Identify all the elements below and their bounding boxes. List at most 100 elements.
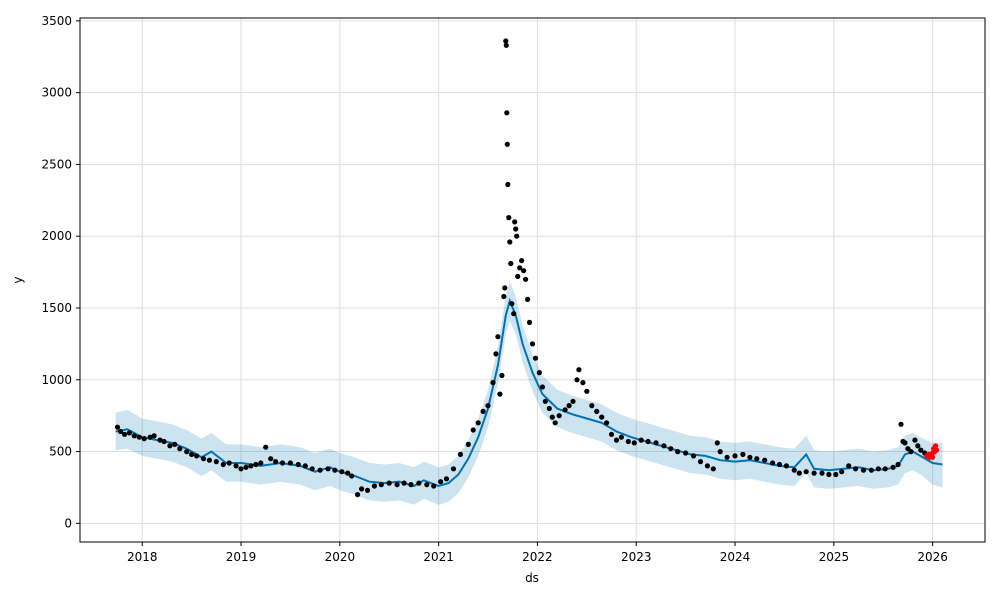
observed-point xyxy=(499,372,505,379)
recent-point xyxy=(930,454,936,460)
observed-point xyxy=(890,464,896,470)
observed-point xyxy=(258,460,264,466)
observed-point xyxy=(714,440,720,446)
observed-point xyxy=(833,471,839,478)
observed-point xyxy=(480,408,486,414)
observed-point xyxy=(507,239,513,245)
observed-point xyxy=(631,440,637,446)
observed-point xyxy=(645,438,651,445)
x-tick-label: 2023 xyxy=(621,550,652,564)
observed-point xyxy=(213,459,219,465)
observed-point xyxy=(710,466,716,472)
observed-point xyxy=(126,430,132,436)
observed-point xyxy=(475,420,481,426)
observed-points xyxy=(114,38,928,498)
observed-point xyxy=(584,388,590,394)
observed-point xyxy=(497,391,503,397)
observed-point xyxy=(495,334,501,340)
observed-point xyxy=(493,351,499,357)
observed-point xyxy=(895,461,901,468)
x-tick-label: 2025 xyxy=(819,550,850,564)
observed-point xyxy=(908,449,914,455)
observed-point xyxy=(580,380,586,386)
observed-point xyxy=(317,467,323,473)
x-axis-label: ds xyxy=(525,571,539,585)
observed-point xyxy=(576,367,582,373)
y-tick-label: 2000 xyxy=(41,229,72,243)
observed-point xyxy=(355,492,361,498)
y-axis-label: y xyxy=(11,276,25,283)
observed-point xyxy=(697,459,704,465)
observed-point xyxy=(504,110,510,116)
observed-point xyxy=(332,467,338,473)
observed-point xyxy=(325,466,331,472)
observed-point xyxy=(683,450,689,456)
observed-point xyxy=(776,461,783,468)
observed-point xyxy=(206,457,212,463)
observed-point xyxy=(562,407,568,413)
observed-point xyxy=(248,463,254,469)
observed-point xyxy=(513,226,519,232)
x-axis-ticks: 2018 2019 2020 2021 2022 2023 2024 2025 2026 xyxy=(127,542,948,564)
observed-point xyxy=(279,460,286,466)
observed-point xyxy=(295,461,301,468)
observed-point xyxy=(549,414,555,420)
observed-point xyxy=(509,301,515,307)
observed-point xyxy=(141,436,147,442)
observed-point xyxy=(618,434,625,440)
observed-point xyxy=(770,460,776,466)
observed-point xyxy=(431,483,437,489)
x-tick-label: 2024 xyxy=(720,550,751,564)
observed-point xyxy=(539,384,546,390)
observed-point xyxy=(167,443,173,449)
observed-point xyxy=(131,433,137,439)
uncertainty-band xyxy=(115,280,943,505)
observed-point xyxy=(546,405,552,412)
observed-point xyxy=(570,398,576,404)
observed-point xyxy=(287,460,293,466)
observed-point xyxy=(653,440,659,446)
y-tick-label: 3500 xyxy=(41,14,72,28)
observed-point xyxy=(783,463,790,469)
observed-point xyxy=(608,431,615,437)
observed-point xyxy=(594,408,600,414)
y-tick-label: 1000 xyxy=(41,373,72,387)
observed-point xyxy=(157,437,163,443)
observed-point xyxy=(529,341,536,347)
observed-point xyxy=(717,449,723,455)
observed-point xyxy=(704,463,711,469)
x-tick-label: 2018 xyxy=(127,550,158,564)
observed-point xyxy=(532,355,539,361)
observed-point xyxy=(438,479,444,485)
observed-point xyxy=(121,431,128,437)
observed-point xyxy=(501,293,507,300)
observed-point xyxy=(811,470,817,476)
observed-point xyxy=(523,276,529,282)
observed-point xyxy=(386,480,392,486)
observed-point xyxy=(424,482,430,488)
recent-point xyxy=(934,447,940,453)
x-tick-label: 2020 xyxy=(325,550,356,564)
observed-point xyxy=(349,473,355,479)
observed-point xyxy=(508,260,514,267)
observed-point xyxy=(791,467,797,473)
observed-point xyxy=(690,453,697,459)
observed-point xyxy=(136,434,142,440)
observed-point xyxy=(200,456,207,462)
observed-point xyxy=(542,398,548,404)
observed-point xyxy=(161,438,167,445)
observed-point xyxy=(604,420,610,426)
forecast-line xyxy=(115,297,943,488)
observed-point xyxy=(114,424,121,430)
plot-frame xyxy=(79,17,986,543)
observed-point xyxy=(902,440,908,446)
observed-point xyxy=(514,233,520,239)
observed-point xyxy=(661,443,667,449)
observed-point xyxy=(625,438,631,445)
observed-point xyxy=(378,482,384,488)
observed-point xyxy=(506,215,512,221)
observed-point xyxy=(525,296,531,302)
observed-point xyxy=(898,421,904,427)
observed-point xyxy=(359,486,365,492)
